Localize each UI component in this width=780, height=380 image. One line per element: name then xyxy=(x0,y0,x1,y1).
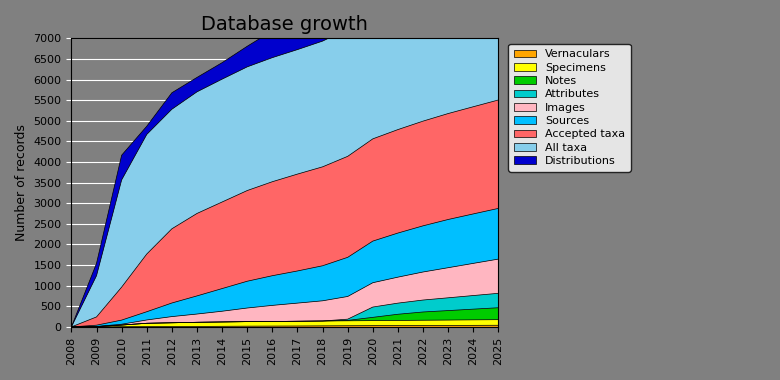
Y-axis label: Number of records: Number of records xyxy=(15,124,28,241)
Legend: Vernaculars, Specimens, Notes, Attributes, Images, Sources, Accepted taxa, All t: Vernaculars, Specimens, Notes, Attribute… xyxy=(509,44,630,172)
Title: Database growth: Database growth xyxy=(201,15,368,34)
